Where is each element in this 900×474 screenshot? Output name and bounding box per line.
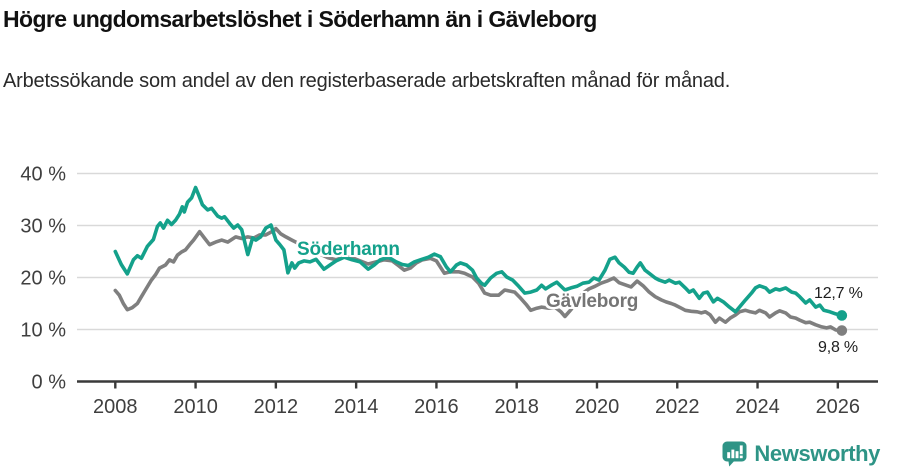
y-axis-tick-label: 30 % [20, 216, 66, 238]
x-axis-tick-label: 2018 [494, 396, 539, 418]
series-line-söderhamn [113, 185, 844, 318]
x-axis-tick-label: 2026 [816, 396, 861, 418]
x-axis-tick-label: 2024 [735, 396, 780, 418]
x-axis-tick-label: 2008 [93, 396, 138, 418]
series-label-gavleborg: Gävleborg [546, 291, 639, 312]
newsworthy-logo: Newsworthy [721, 440, 880, 467]
y-axis-tick-label: 40 % [20, 164, 66, 186]
x-axis-tick-label: 2020 [575, 396, 620, 418]
y-axis-tick-label: 20 % [20, 268, 66, 290]
y-axis-tick-label: 0 % [32, 372, 67, 394]
newsworthy-icon [722, 441, 747, 467]
series-label-soderhamn: Söderhamn [297, 239, 400, 260]
x-axis-tick-label: 2010 [173, 396, 218, 418]
x-axis-tick-label: 2022 [655, 396, 700, 418]
newsworthy-wordmark: Newsworthy [754, 440, 880, 466]
x-axis-tick-label: 2016 [414, 396, 459, 418]
series-line-gävleborg [113, 226, 844, 333]
end-value-label-soderhamn: 12,7 % [814, 285, 863, 302]
chart-title: Högre ungdomsarbetslöshet i Söderhamn än… [3, 6, 597, 32]
end-value-label-gavleborg: 9,8 % [818, 339, 858, 356]
chart-subtitle: Arbetssökande som andel av den registerb… [3, 70, 731, 92]
x-axis-tick-label: 2014 [334, 396, 379, 418]
x-axis-tick-label: 2012 [254, 396, 299, 418]
series-end-dot-söderhamn [836, 310, 848, 321]
y-axis-tick-label: 10 % [20, 320, 66, 342]
series-end-dot-gävleborg [836, 325, 848, 336]
